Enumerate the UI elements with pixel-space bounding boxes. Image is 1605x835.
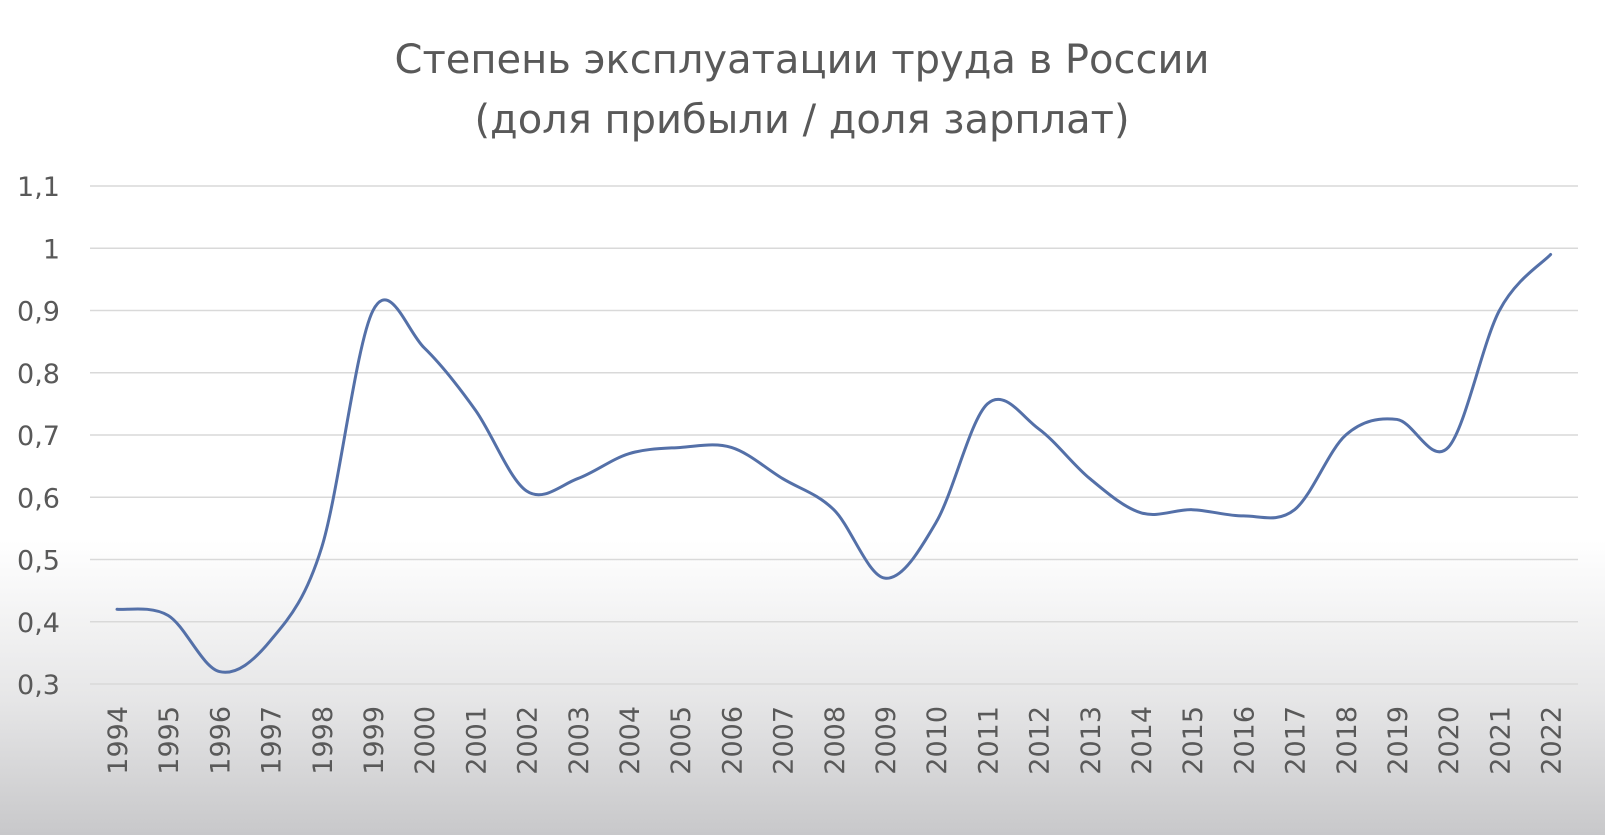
x-tick-label: 2019 (1383, 706, 1414, 775)
x-tick-label: 1995 (154, 706, 185, 775)
y-tick-label: 1,1 (17, 172, 60, 203)
chart-subtitle: (доля прибыли / доля зарплат) (474, 97, 1129, 143)
y-tick-label: 0,4 (17, 608, 60, 639)
x-tick-label: 2014 (1127, 706, 1158, 775)
gridlines (90, 185, 1578, 685)
x-tick-label: 2020 (1434, 706, 1465, 775)
x-tick-label: 2000 (410, 706, 441, 775)
x-tick-label: 2003 (564, 706, 595, 775)
x-tick-label: 2012 (1025, 706, 1056, 775)
x-tick-label: 2022 (1537, 706, 1568, 775)
x-tick-label: 2021 (1485, 706, 1516, 775)
x-tick-label: 2006 (717, 706, 748, 775)
y-tick-label: 0,9 (17, 297, 60, 328)
x-axis-tick-labels: 1994 1995 1996 1997 1998 1999 2000 2001 2002 2003… (103, 706, 1568, 775)
x-tick-label: 1996 (205, 706, 236, 775)
x-tick-label: 2007 (769, 706, 800, 775)
x-tick-label: 2013 (1076, 706, 1107, 775)
series-group (115, 252, 1553, 674)
y-tick-label: 0,5 (17, 546, 60, 577)
x-tick-label: 1999 (359, 706, 390, 775)
y-tick-label: 0,3 (17, 670, 60, 701)
x-tick-label: 2017 (1281, 706, 1312, 775)
x-tick-label: 2001 (461, 706, 492, 775)
x-tick-label: 2018 (1332, 706, 1363, 775)
y-axis-tick-labels: 0,3 0,4 0,5 0,6 0,7 0,8 0,9 1 1,1 (17, 172, 60, 701)
series-line (115, 252, 1553, 674)
x-tick-label: 2008 (820, 706, 851, 775)
x-tick-label: 1994 (103, 706, 134, 775)
chart-title: Степень эксплуатации труда в России (395, 37, 1210, 83)
x-tick-label: 1998 (308, 706, 339, 775)
x-tick-label: 2004 (615, 706, 646, 775)
y-tick-label: 0,6 (17, 483, 60, 514)
x-tick-label: 2010 (922, 706, 953, 775)
y-tick-label: 1 (43, 234, 60, 265)
x-tick-label: 2015 (1178, 706, 1209, 775)
y-tick-label: 0,8 (17, 359, 60, 390)
x-tick-label: 1997 (257, 706, 288, 775)
x-tick-label: 2002 (513, 706, 544, 775)
x-tick-label: 2011 (973, 706, 1004, 775)
x-tick-label: 2005 (666, 706, 697, 775)
y-tick-label: 0,7 (17, 421, 60, 452)
x-tick-label: 2016 (1229, 706, 1260, 775)
x-tick-label: 2009 (871, 706, 902, 775)
